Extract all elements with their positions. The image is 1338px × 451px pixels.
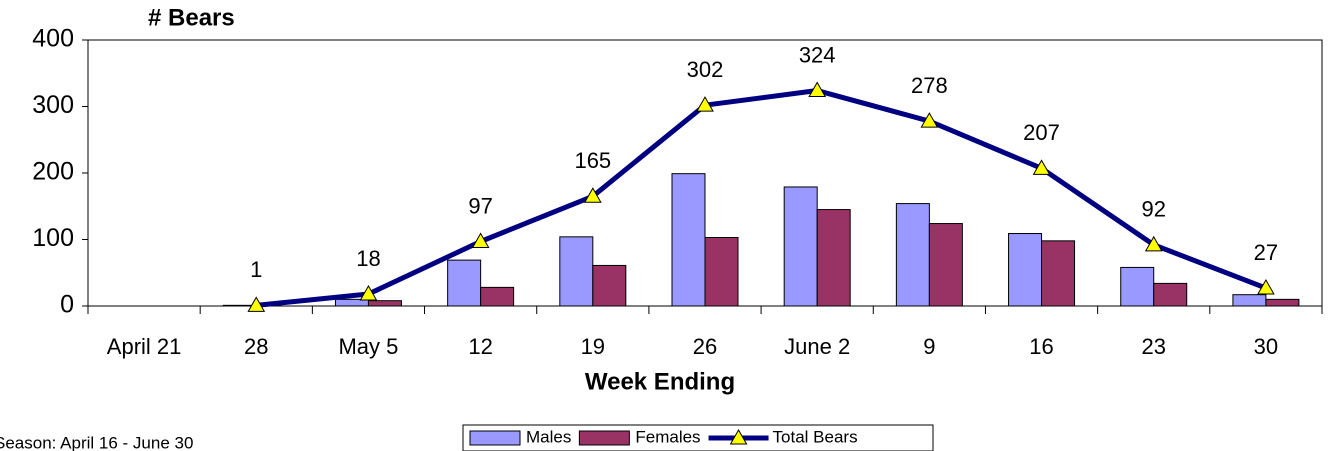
x-tick-label: June 2 <box>784 334 850 359</box>
bar <box>447 259 482 307</box>
legend-label: Females <box>635 427 700 446</box>
legend-swatch <box>469 430 521 446</box>
bar <box>1232 294 1267 307</box>
x-tick-label: 19 <box>581 334 605 359</box>
marker <box>1257 279 1275 295</box>
y-tick-label: 100 <box>32 224 74 252</box>
data-label: 207 <box>1023 120 1060 145</box>
data-label: 165 <box>574 148 611 173</box>
data-label: 27 <box>1254 240 1278 265</box>
y-tick-label: 400 <box>32 25 74 53</box>
legend-label: Males <box>526 427 571 446</box>
x-tick-label: 26 <box>693 334 717 359</box>
x-tick-label: 9 <box>923 334 935 359</box>
legend-marker <box>729 428 748 445</box>
data-label: 324 <box>799 42 836 67</box>
data-label: 1 <box>250 257 262 282</box>
bar <box>704 237 739 307</box>
data-label: 92 <box>1141 197 1165 222</box>
bar <box>895 203 930 307</box>
x-tick-label: 16 <box>1029 334 1053 359</box>
marker <box>471 232 490 248</box>
x-tick-label: May 5 <box>338 334 398 359</box>
marker <box>359 285 378 301</box>
bar <box>783 186 818 307</box>
y-axis-title: # Bears <box>148 4 235 31</box>
marker <box>696 96 714 112</box>
bar <box>928 223 963 307</box>
y-tick-label: 0 <box>60 291 74 319</box>
data-label: 278 <box>911 73 948 98</box>
bar <box>1265 298 1300 307</box>
bar <box>480 286 515 307</box>
bar <box>671 173 706 307</box>
data-label: 302 <box>687 57 724 82</box>
bar <box>559 236 594 307</box>
legend-label: Total Bears <box>773 427 858 446</box>
marker <box>920 112 939 128</box>
legend-box <box>462 424 934 451</box>
marker <box>583 187 602 203</box>
bar <box>1153 282 1188 307</box>
marker <box>808 81 827 98</box>
bar <box>1120 266 1155 307</box>
bar <box>816 209 851 307</box>
y-tick-label: 300 <box>32 91 74 119</box>
x-tick-label: April 21 <box>107 334 182 359</box>
marker <box>1144 235 1163 252</box>
data-label: 97 <box>468 193 492 218</box>
x-tick-label: 23 <box>1141 334 1165 359</box>
bar <box>367 300 402 307</box>
x-tick-label: 28 <box>244 334 268 359</box>
data-label: 18 <box>356 246 380 271</box>
marker <box>1032 159 1051 175</box>
x-tick-label: 12 <box>468 334 492 359</box>
legend-swatch <box>578 430 630 446</box>
line <box>256 88 1267 308</box>
x-axis-title: Week Ending <box>585 368 735 395</box>
marker <box>247 296 266 312</box>
x-tick-label: 30 <box>1254 334 1278 359</box>
y-tick-label: 200 <box>32 158 74 186</box>
bar <box>1008 233 1043 307</box>
bar <box>1041 240 1076 307</box>
footnote: Season: April 16 - June 30 <box>0 433 193 451</box>
bar <box>592 264 627 307</box>
